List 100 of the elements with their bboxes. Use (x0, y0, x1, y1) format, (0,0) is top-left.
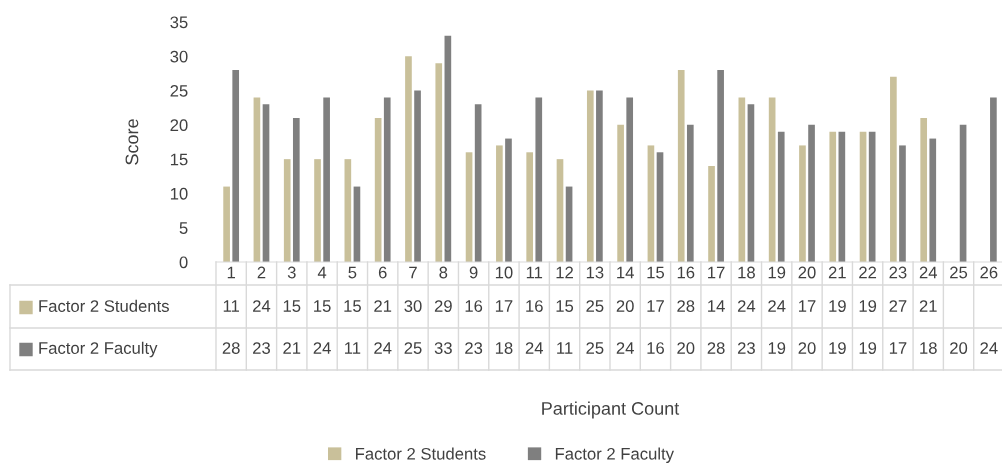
data-label: 16 (465, 300, 483, 312)
bar (414, 90, 421, 262)
data-label: 15 (283, 300, 301, 312)
y-tick-label: 35 (170, 16, 188, 29)
bar (405, 56, 412, 262)
data-label: 29 (434, 300, 452, 312)
x-tick-label: 3 (287, 266, 296, 279)
data-label: 25 (586, 342, 604, 354)
x-tick-label: 26 (980, 266, 998, 279)
x-tick-label: 16 (677, 266, 695, 279)
x-tick-label: 14 (617, 266, 634, 279)
legend-label: Factor 2 Faculty (39, 341, 158, 358)
y-tick-label: 30 (170, 50, 188, 63)
bar (717, 70, 724, 262)
data-label: 25 (586, 300, 604, 312)
data-label: 19 (859, 300, 877, 312)
data-label: 20 (616, 300, 634, 312)
data-label: 24 (525, 342, 544, 354)
y-tick-label: 0 (179, 256, 188, 269)
bar (535, 97, 543, 262)
bar (777, 131, 785, 262)
bar (505, 138, 512, 262)
bar (686, 124, 694, 262)
bar (232, 70, 240, 262)
data-label: 15 (314, 300, 331, 312)
bar (626, 97, 634, 262)
x-tick-label: 25 (950, 266, 968, 279)
text: Participant Count (542, 401, 680, 419)
bar (596, 90, 603, 262)
data-label: 23 (465, 342, 483, 354)
data-label: 28 (222, 342, 240, 354)
x-tick-label: 2 (257, 266, 266, 279)
bar (929, 138, 937, 262)
bar (768, 97, 776, 262)
data-label: 27 (889, 300, 907, 312)
x-tick-label: 7 (409, 266, 417, 279)
data-label: 28 (677, 300, 695, 312)
data-label: 30 (404, 300, 422, 312)
x-tick-label: 15 (647, 266, 665, 279)
data-label: 24 (253, 300, 271, 312)
data-label: 24 (616, 342, 634, 354)
bar (677, 70, 685, 262)
bar (526, 152, 534, 262)
y-tick-label: 5 (179, 222, 188, 234)
bar (890, 76, 897, 262)
data-label: 17 (495, 300, 513, 312)
data-label: 24 (737, 300, 756, 312)
bar (223, 186, 230, 262)
data-label: 28 (707, 342, 725, 354)
bar (799, 145, 806, 262)
bar (647, 145, 655, 262)
bar (920, 118, 928, 262)
data-label: 16 (526, 300, 543, 312)
x-tick-label: 24 (919, 266, 938, 279)
data-label: 17 (647, 300, 664, 312)
x-tick-label: 1 (227, 266, 235, 279)
x-tick-label: 12 (556, 266, 573, 279)
data-label: 11 (223, 300, 239, 312)
data-label: 11 (345, 342, 361, 354)
bar (617, 124, 624, 262)
y-tick-label: 15 (170, 153, 188, 166)
bar (808, 124, 815, 262)
x-tick-label: 9 (469, 266, 478, 279)
data-label: 20 (798, 342, 816, 354)
data-label: 24 (980, 342, 998, 354)
data-label: 20 (677, 342, 695, 354)
y-tick-label: 25 (170, 84, 188, 97)
y-axis-title: Score (125, 119, 139, 165)
x-tick-label: 10 (495, 266, 513, 279)
data-label: 19 (829, 300, 846, 312)
x-tick-label: 18 (738, 266, 755, 279)
x-tick-label: 21 (828, 266, 846, 279)
data-label: 25 (404, 342, 422, 354)
data-label: 23 (253, 342, 270, 354)
text: Factor 2 Faculty (555, 447, 674, 463)
data-label: 19 (859, 342, 877, 354)
x-tick-label: 6 (378, 266, 387, 279)
data-label: 17 (889, 342, 907, 354)
bar (262, 104, 270, 262)
bar (747, 104, 755, 262)
x-tick-label: 19 (768, 266, 786, 279)
data-label: 11 (557, 342, 573, 354)
y-tick-label: 10 (170, 187, 188, 200)
text: Factor 2 Students (356, 447, 486, 460)
x-tick-label: 13 (586, 266, 604, 279)
data-label: 18 (495, 342, 513, 354)
y-tick-label: 20 (170, 119, 188, 132)
x-tick-label: 23 (889, 266, 907, 279)
x-tick-label: 11 (526, 266, 543, 279)
bar (323, 97, 330, 262)
data-label: 20 (950, 342, 968, 354)
x-tick-label: 17 (708, 266, 725, 279)
x-tick-label: 5 (348, 266, 357, 279)
bar (283, 159, 291, 262)
bar (474, 104, 482, 262)
bar (314, 159, 321, 262)
data-label: 18 (920, 342, 937, 354)
data-label: 15 (556, 300, 574, 312)
x-tick-label: 20 (798, 266, 816, 279)
bar (738, 97, 746, 262)
